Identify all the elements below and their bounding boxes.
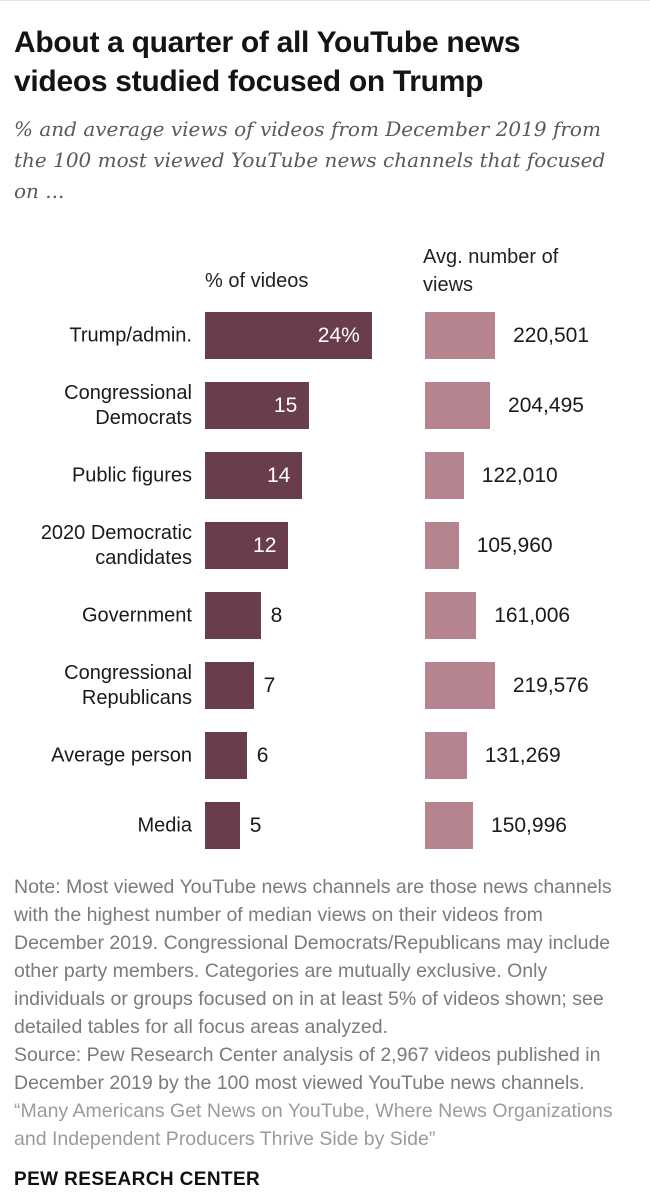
views-value-label: 105,960 [476, 534, 553, 557]
note-text: Note: Most viewed YouTube news channels … [14, 876, 612, 1038]
views-bar [425, 592, 477, 639]
views-value-label: 122,010 [481, 464, 558, 487]
views-value-label: 131,269 [484, 744, 561, 767]
views-value-label: 150,996 [491, 814, 567, 837]
chart-row: Media 5 150,996 [14, 791, 636, 861]
views-value-label: 161,006 [494, 604, 571, 627]
views-bar [425, 802, 474, 849]
notes-section: Note: Most viewed YouTube news channels … [14, 873, 638, 1153]
views-column-header: Avg. number of views [423, 246, 559, 296]
views-value-label: 219,576 [512, 674, 589, 697]
pct-value-label: 5 [249, 814, 262, 837]
chart-row: Congressional Republicans 7 219,576 [14, 651, 636, 721]
category-label: 2020 Democratic candidates [40, 522, 192, 569]
chart-row: Trump/admin. 24% 220,501 [14, 301, 636, 371]
category-label: Media [137, 814, 192, 837]
pct-value-label: 8 [270, 604, 283, 627]
pct-value-label: 14 [266, 464, 291, 487]
pct-bar: 15 [205, 382, 310, 429]
chart-rows: Trump/admin. 24% 220,501 Congressional D… [14, 301, 636, 861]
pct-bar [205, 802, 240, 849]
pct-bar [205, 662, 254, 709]
pct-bar [205, 732, 247, 779]
views-bar [425, 732, 467, 779]
chart-subtitle: % and average views of videos from Decem… [14, 117, 606, 203]
category-label: Trump/admin. [69, 324, 192, 347]
pct-value-label: 15 [273, 394, 298, 417]
views-value-label: 220,501 [513, 324, 590, 347]
views-bar [425, 522, 459, 569]
pew-research-center-brand: PEW RESEARCH CENTER [14, 1169, 261, 1190]
pct-value-label: 24% [317, 324, 360, 347]
chart-row: Average person 6 131,269 [14, 721, 636, 791]
pct-bar: 12 [205, 522, 289, 569]
views-value-label: 204,495 [508, 394, 584, 417]
pct-value-label: 12 [253, 534, 277, 557]
pct-column-header: % of videos [205, 270, 309, 292]
views-bar [425, 312, 496, 359]
pct-value-label: 7 [263, 674, 276, 697]
category-label: Average person [51, 744, 192, 767]
views-bar [425, 452, 464, 499]
chart-row: Congressional Democrats 15 204,495 [14, 371, 636, 441]
category-label: Congressional Republicans [64, 662, 192, 709]
pct-bar [205, 592, 261, 639]
source-text: Source: Pew Research Center analysis of … [14, 1044, 601, 1094]
report-title-quote: “Many Americans Get News on YouTube, Whe… [14, 1100, 613, 1150]
page-title: About a quarter of all YouTube news vide… [14, 26, 521, 98]
views-bar [425, 662, 495, 709]
pct-value-label: 6 [256, 744, 269, 767]
category-label: Congressional Democrats [64, 382, 192, 429]
chart-page: About a quarter of all YouTube news vide… [0, 23, 650, 1191]
column-headers: % of videos Avg. number of views [14, 227, 636, 301]
category-label: Public figures [71, 464, 192, 487]
category-label: Government [81, 604, 192, 627]
chart-row: Government 8 161,006 [14, 581, 636, 651]
chart-row: 2020 Democratic candidates 12 105,960 [14, 511, 636, 581]
pct-bar: 24% [205, 312, 372, 359]
pct-bar: 14 [205, 452, 303, 499]
views-bar [425, 382, 491, 429]
chart-row: Public figures 14 122,010 [14, 441, 636, 511]
